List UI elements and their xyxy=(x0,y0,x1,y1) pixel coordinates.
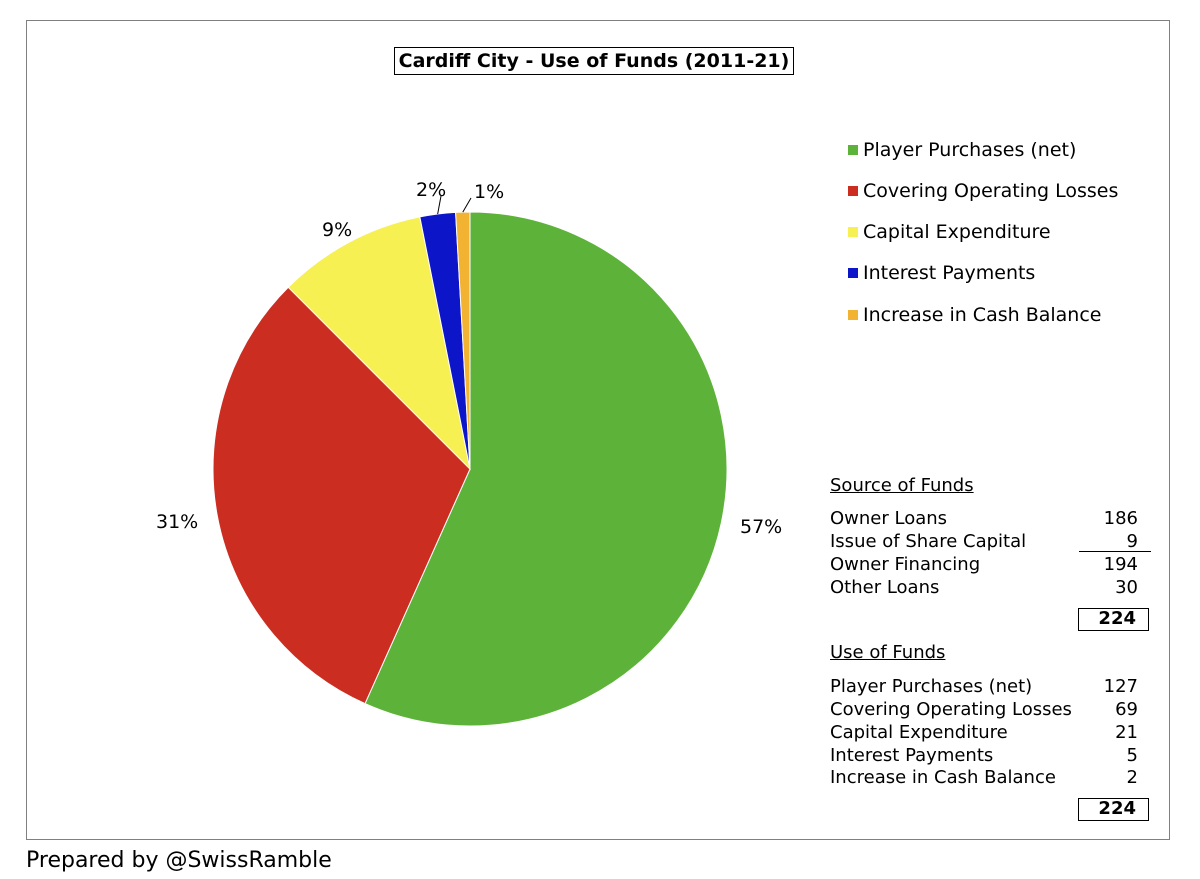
source-of-funds-heading: Source of Funds xyxy=(830,475,974,496)
pct-label-operating-losses: 31% xyxy=(156,511,199,533)
legend-swatch xyxy=(848,186,858,196)
row-label: Owner Loans xyxy=(830,508,948,529)
subtotal-rule xyxy=(1079,551,1151,552)
leader-line-interest-payments xyxy=(437,195,442,215)
row-label: Owner Financing xyxy=(830,554,981,575)
use-table-row: Increase in Cash Balance 2 xyxy=(830,767,1138,789)
legend-label: Increase in Cash Balance xyxy=(863,304,1102,326)
source-table-row: Issue of Share Capital 9 xyxy=(830,531,1138,553)
use-table-row: Interest Payments 5 xyxy=(830,745,1138,767)
row-value: 30 xyxy=(1115,577,1138,598)
chart-title: Cardiff City - Use of Funds (2011-21) xyxy=(394,47,794,75)
row-value: 127 xyxy=(1103,676,1138,697)
row-value: 21 xyxy=(1115,722,1138,743)
source-table-row: Owner Financing 194 xyxy=(830,554,1138,576)
row-value: 194 xyxy=(1103,554,1138,575)
row-label: Issue of Share Capital xyxy=(830,531,1027,552)
pct-label-capital-expenditure: 9% xyxy=(322,219,353,241)
row-label: Interest Payments xyxy=(830,745,994,766)
legend-label: Interest Payments xyxy=(863,262,1036,284)
use-table-row: Player Purchases (net) 127 xyxy=(830,676,1138,698)
legend-swatch xyxy=(848,268,858,278)
row-value: 69 xyxy=(1115,699,1138,720)
source-table-row: Owner Loans 186 xyxy=(830,508,1138,530)
source-total: 224 xyxy=(1078,608,1149,631)
legend-label: Player Purchases (net) xyxy=(863,139,1077,161)
row-label: Capital Expenditure xyxy=(830,722,1008,743)
legend-swatch xyxy=(848,145,858,155)
pie-slice-2 xyxy=(287,216,471,471)
row-label: Covering Operating Losses xyxy=(830,699,1072,720)
row-label: Other Loans xyxy=(830,577,940,598)
use-total: 224 xyxy=(1078,798,1149,821)
legend-swatch xyxy=(848,227,858,237)
use-table-row: Covering Operating Losses 69 xyxy=(830,699,1138,721)
row-label: Increase in Cash Balance xyxy=(830,767,1056,788)
pct-label-player-purchases: 57% xyxy=(740,516,783,538)
footer-credit: Prepared by @SwissRamble xyxy=(26,848,332,873)
legend-label: Capital Expenditure xyxy=(863,221,1051,243)
row-value: 9 xyxy=(1126,531,1138,552)
source-table-row: Other Loans 30 xyxy=(830,577,1138,599)
pie-slice-1 xyxy=(212,286,471,705)
use-table-row: Capital Expenditure 21 xyxy=(830,722,1138,744)
row-label: Player Purchases (net) xyxy=(830,676,1033,697)
row-value: 2 xyxy=(1126,767,1138,788)
leader-line-cash-balance xyxy=(462,197,472,213)
pct-label-cash-balance: 1% xyxy=(474,181,505,203)
use-of-funds-heading: Use of Funds xyxy=(830,642,946,663)
legend-swatch xyxy=(848,310,858,320)
row-value: 5 xyxy=(1126,745,1138,766)
legend-label: Covering Operating Losses xyxy=(863,180,1119,202)
pct-label-interest-payments: 2% xyxy=(416,179,447,201)
row-value: 186 xyxy=(1103,508,1138,529)
pie-slice-0 xyxy=(364,211,728,727)
